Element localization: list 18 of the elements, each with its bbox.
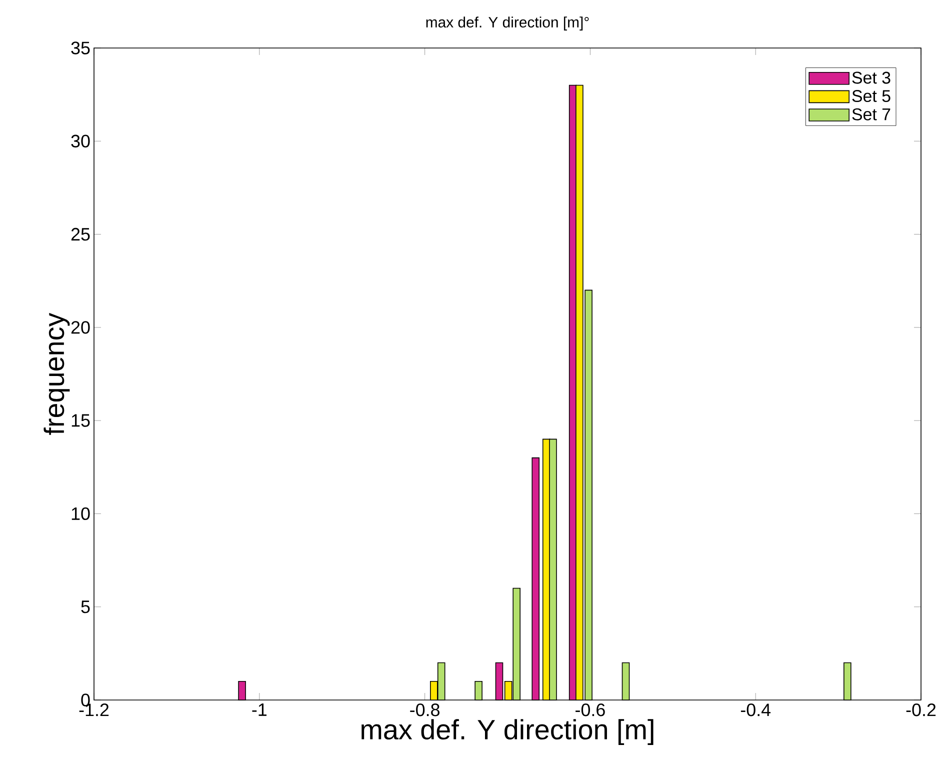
legend-label: Set 5 <box>852 90 890 102</box>
y-tick-label: 20 <box>71 321 90 334</box>
x-axis-title: max def. Y direction [m] <box>362 719 654 746</box>
x-tick-label: -0.2 <box>906 704 936 716</box>
y-tick-label: 30 <box>71 134 90 148</box>
y-tick-label: 10 <box>72 507 90 520</box>
chart-title: max def. Y direction [m]° <box>426 16 589 30</box>
y-tick-label: 25 <box>71 228 90 241</box>
y-axis-title: frequency <box>44 312 70 435</box>
x-tick-label: -0.8 <box>410 704 440 716</box>
legend-label: Set 3 <box>852 72 890 84</box>
y-tick-label: 15 <box>72 414 90 427</box>
x-tick-label: -0.4 <box>740 704 771 716</box>
x-tick-label: -0.6 <box>576 704 605 716</box>
y-tick-label: 5 <box>81 600 90 614</box>
legend-label: Set 7 <box>852 108 890 120</box>
y-tick-label: 35 <box>71 42 90 54</box>
x-tick-label: -1 <box>252 704 266 716</box>
